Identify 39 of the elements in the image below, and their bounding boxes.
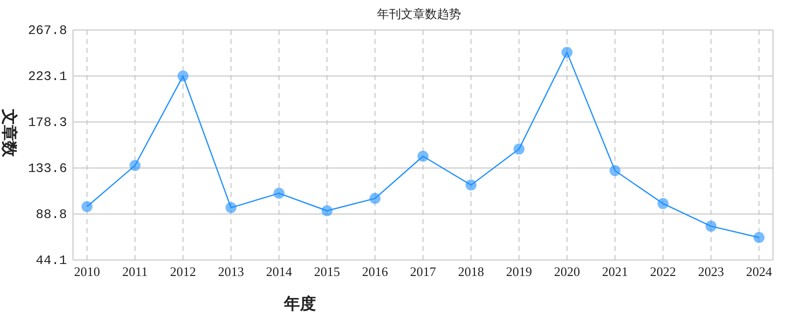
point [754, 232, 764, 243]
x-tick-label: 2019 [506, 264, 532, 279]
x-tick-label: 2013 [218, 264, 244, 279]
point [370, 192, 380, 204]
point [466, 180, 476, 191]
x-tick-label: 2020 [554, 264, 580, 279]
point [82, 201, 92, 212]
x-tick-label: 2014 [266, 264, 292, 279]
point [178, 70, 188, 82]
point [514, 144, 524, 155]
x-tick-label: 2022 [650, 264, 676, 279]
point [562, 46, 572, 58]
point [610, 165, 620, 176]
x-axis-title: 年度 [283, 294, 316, 313]
x-tick-label: 2024 [746, 264, 772, 279]
x-tick-label: 2018 [458, 264, 484, 279]
x-tick-label: 2023 [698, 264, 724, 279]
x-tick-label: 2011 [122, 264, 148, 279]
y-tick-label: 178.3 [28, 115, 67, 130]
point [418, 150, 428, 162]
x-tick-label: 2021 [602, 264, 628, 279]
point [658, 198, 668, 210]
point [706, 220, 716, 232]
y-tick-label: 223.1 [28, 68, 68, 84]
point [322, 205, 332, 216]
y-tick-label: 88.8 [36, 207, 67, 222]
y-tick-label: 133.6 [28, 160, 67, 176]
point [226, 202, 236, 214]
x-tick-label: 2017 [410, 264, 436, 279]
y-axis-title: 文章数 [0, 108, 18, 158]
y-tick-label: 44.1 [36, 253, 68, 268]
x-tick-label: 2015 [314, 264, 340, 279]
x-tick-label: 2012 [170, 264, 196, 279]
y-tick-label: 267.8 [28, 23, 67, 38]
x-tick-label: 2010 [74, 264, 100, 279]
chart-title: 年刊文章数趋势 [377, 7, 461, 21]
x-tick-label: 2016 [362, 264, 388, 279]
point [130, 160, 140, 172]
point [274, 188, 284, 199]
